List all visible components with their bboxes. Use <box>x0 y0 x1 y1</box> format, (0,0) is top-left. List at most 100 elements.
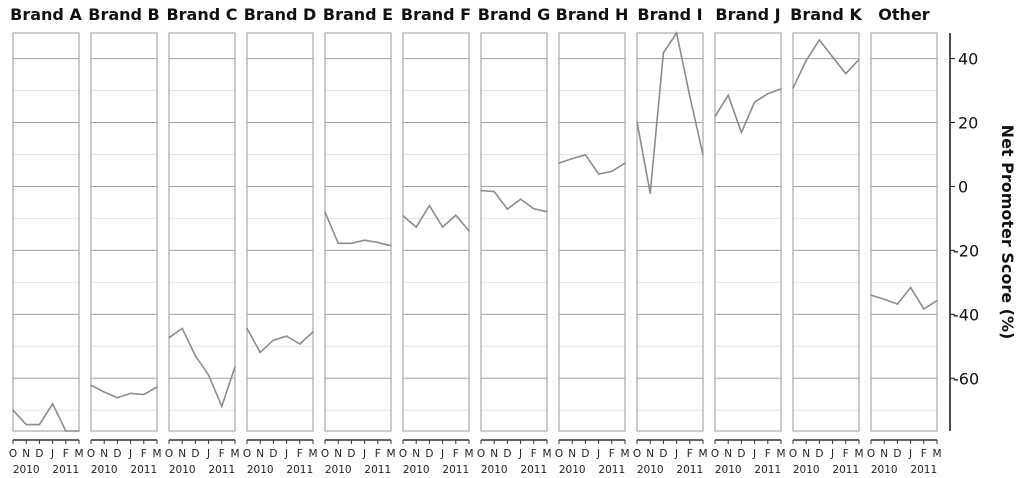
data-point <box>870 294 872 296</box>
x-year-label: 2011 <box>676 464 703 476</box>
y-axis-label: Net Promoter Score (%) <box>998 125 1017 340</box>
x-tick-label: D <box>503 448 511 460</box>
x-tick-label: M <box>698 448 707 460</box>
data-point <box>350 242 353 245</box>
data-point <box>25 423 28 426</box>
x-tick-label: N <box>802 448 810 460</box>
x-tick-label: O <box>867 448 875 460</box>
x-tick-label: D <box>35 448 43 460</box>
data-point <box>740 131 743 134</box>
data-point <box>116 396 119 399</box>
x-tick-label: D <box>737 448 745 460</box>
x-tick-label: D <box>893 448 901 460</box>
panel-brand-h: Brand H O N D J F M 2010 2011 <box>555 5 630 476</box>
data-point <box>234 365 236 368</box>
data-point <box>858 58 860 61</box>
x-tick-label: D <box>581 448 589 460</box>
x-year-label: 2010 <box>169 464 196 476</box>
data-point <box>546 210 548 213</box>
panel-brand-c: Brand C O N D J F M 2010 2011 <box>165 5 240 476</box>
data-point <box>65 430 67 432</box>
data-point <box>78 430 80 432</box>
data-point <box>883 298 885 301</box>
x-tick-label: J <box>908 448 912 460</box>
x-tick-label: F <box>375 448 381 460</box>
panel-frame <box>12 32 80 432</box>
panel-brand-k: Brand K O N D J F M 2010 2011 <box>789 5 864 476</box>
data-point <box>51 403 54 405</box>
data-point <box>156 386 158 388</box>
x-year-label: 2010 <box>715 464 742 476</box>
data-point <box>702 153 704 156</box>
data-point <box>402 215 404 217</box>
x-tick-label: N <box>724 448 732 460</box>
y-tick-label: -60 <box>953 369 979 388</box>
x-year-label: 2011 <box>832 464 859 476</box>
x-tick-label: D <box>191 448 199 460</box>
data-point <box>727 94 729 97</box>
data-point <box>649 192 651 194</box>
panel-frame <box>90 32 158 432</box>
x-year-label: 2010 <box>403 464 430 476</box>
x-tick-label: O <box>243 448 251 460</box>
panel-frame <box>870 32 938 432</box>
panel-brand-g: Brand G O N D J F M 2010 2011 <box>477 5 552 476</box>
x-tick-label: J <box>518 448 522 460</box>
panel-brand-e: Brand E O N D J F M 2010 2011 <box>321 5 396 476</box>
x-tick-label: J <box>50 448 54 460</box>
data-point <box>363 239 366 241</box>
panel-brand-a: Brand A O N D J F M 2010 2011 <box>9 5 84 476</box>
data-point <box>909 286 912 289</box>
data-point <box>207 374 210 376</box>
data-point <box>90 384 92 387</box>
x-tick-label: M <box>152 448 161 460</box>
x-year-label: 2010 <box>559 464 586 476</box>
x-tick-label: N <box>490 448 498 460</box>
data-point <box>12 409 14 412</box>
data-point <box>689 95 691 98</box>
data-point <box>168 336 170 339</box>
x-tick-label: M <box>464 448 473 460</box>
x-year-label: 2011 <box>286 464 313 476</box>
series-line <box>792 38 860 89</box>
panel-frame <box>480 32 548 432</box>
panel-brand-d: Brand D O N D J F M 2010 2011 <box>243 5 318 476</box>
x-tick-label: J <box>674 448 678 460</box>
x-tick-label: N <box>412 448 420 460</box>
panel-title: Brand H <box>556 5 629 24</box>
data-point <box>792 87 794 89</box>
x-tick-label: F <box>609 448 615 460</box>
data-point <box>936 299 938 302</box>
x-tick-label: F <box>687 448 693 460</box>
data-point <box>624 162 626 164</box>
panel-title: Brand K <box>790 5 862 24</box>
x-tick-label: F <box>765 448 771 460</box>
x-year-label: 2011 <box>598 464 625 476</box>
series-line <box>714 88 782 135</box>
data-point <box>181 327 183 330</box>
panel-frame <box>714 32 782 432</box>
x-tick-label: F <box>531 448 537 460</box>
x-year-label: 2011 <box>364 464 391 476</box>
panel-frame <box>402 32 470 432</box>
y-tick-label: -20 <box>953 241 979 260</box>
panel-other: Other O N D J F M 2010 2011 <box>867 5 942 476</box>
panel-brand-j: Brand J O N D J F M 2010 2011 <box>711 5 786 476</box>
panel-title: Brand F <box>401 5 471 24</box>
data-point <box>805 59 807 62</box>
panel-frame <box>168 32 236 432</box>
panel-title: Brand B <box>88 5 160 24</box>
panel-title: Brand G <box>478 5 550 24</box>
data-point <box>611 170 613 173</box>
data-point <box>38 423 41 426</box>
x-year-label: 2011 <box>520 464 547 476</box>
panel-frame <box>792 32 860 432</box>
y-tick-label: 20 <box>958 114 978 133</box>
data-point <box>377 241 379 244</box>
x-tick-label: F <box>843 448 849 460</box>
data-point <box>103 391 105 393</box>
data-point <box>324 211 326 213</box>
x-year-label: 2010 <box>481 464 508 476</box>
x-tick-label: O <box>555 448 563 460</box>
